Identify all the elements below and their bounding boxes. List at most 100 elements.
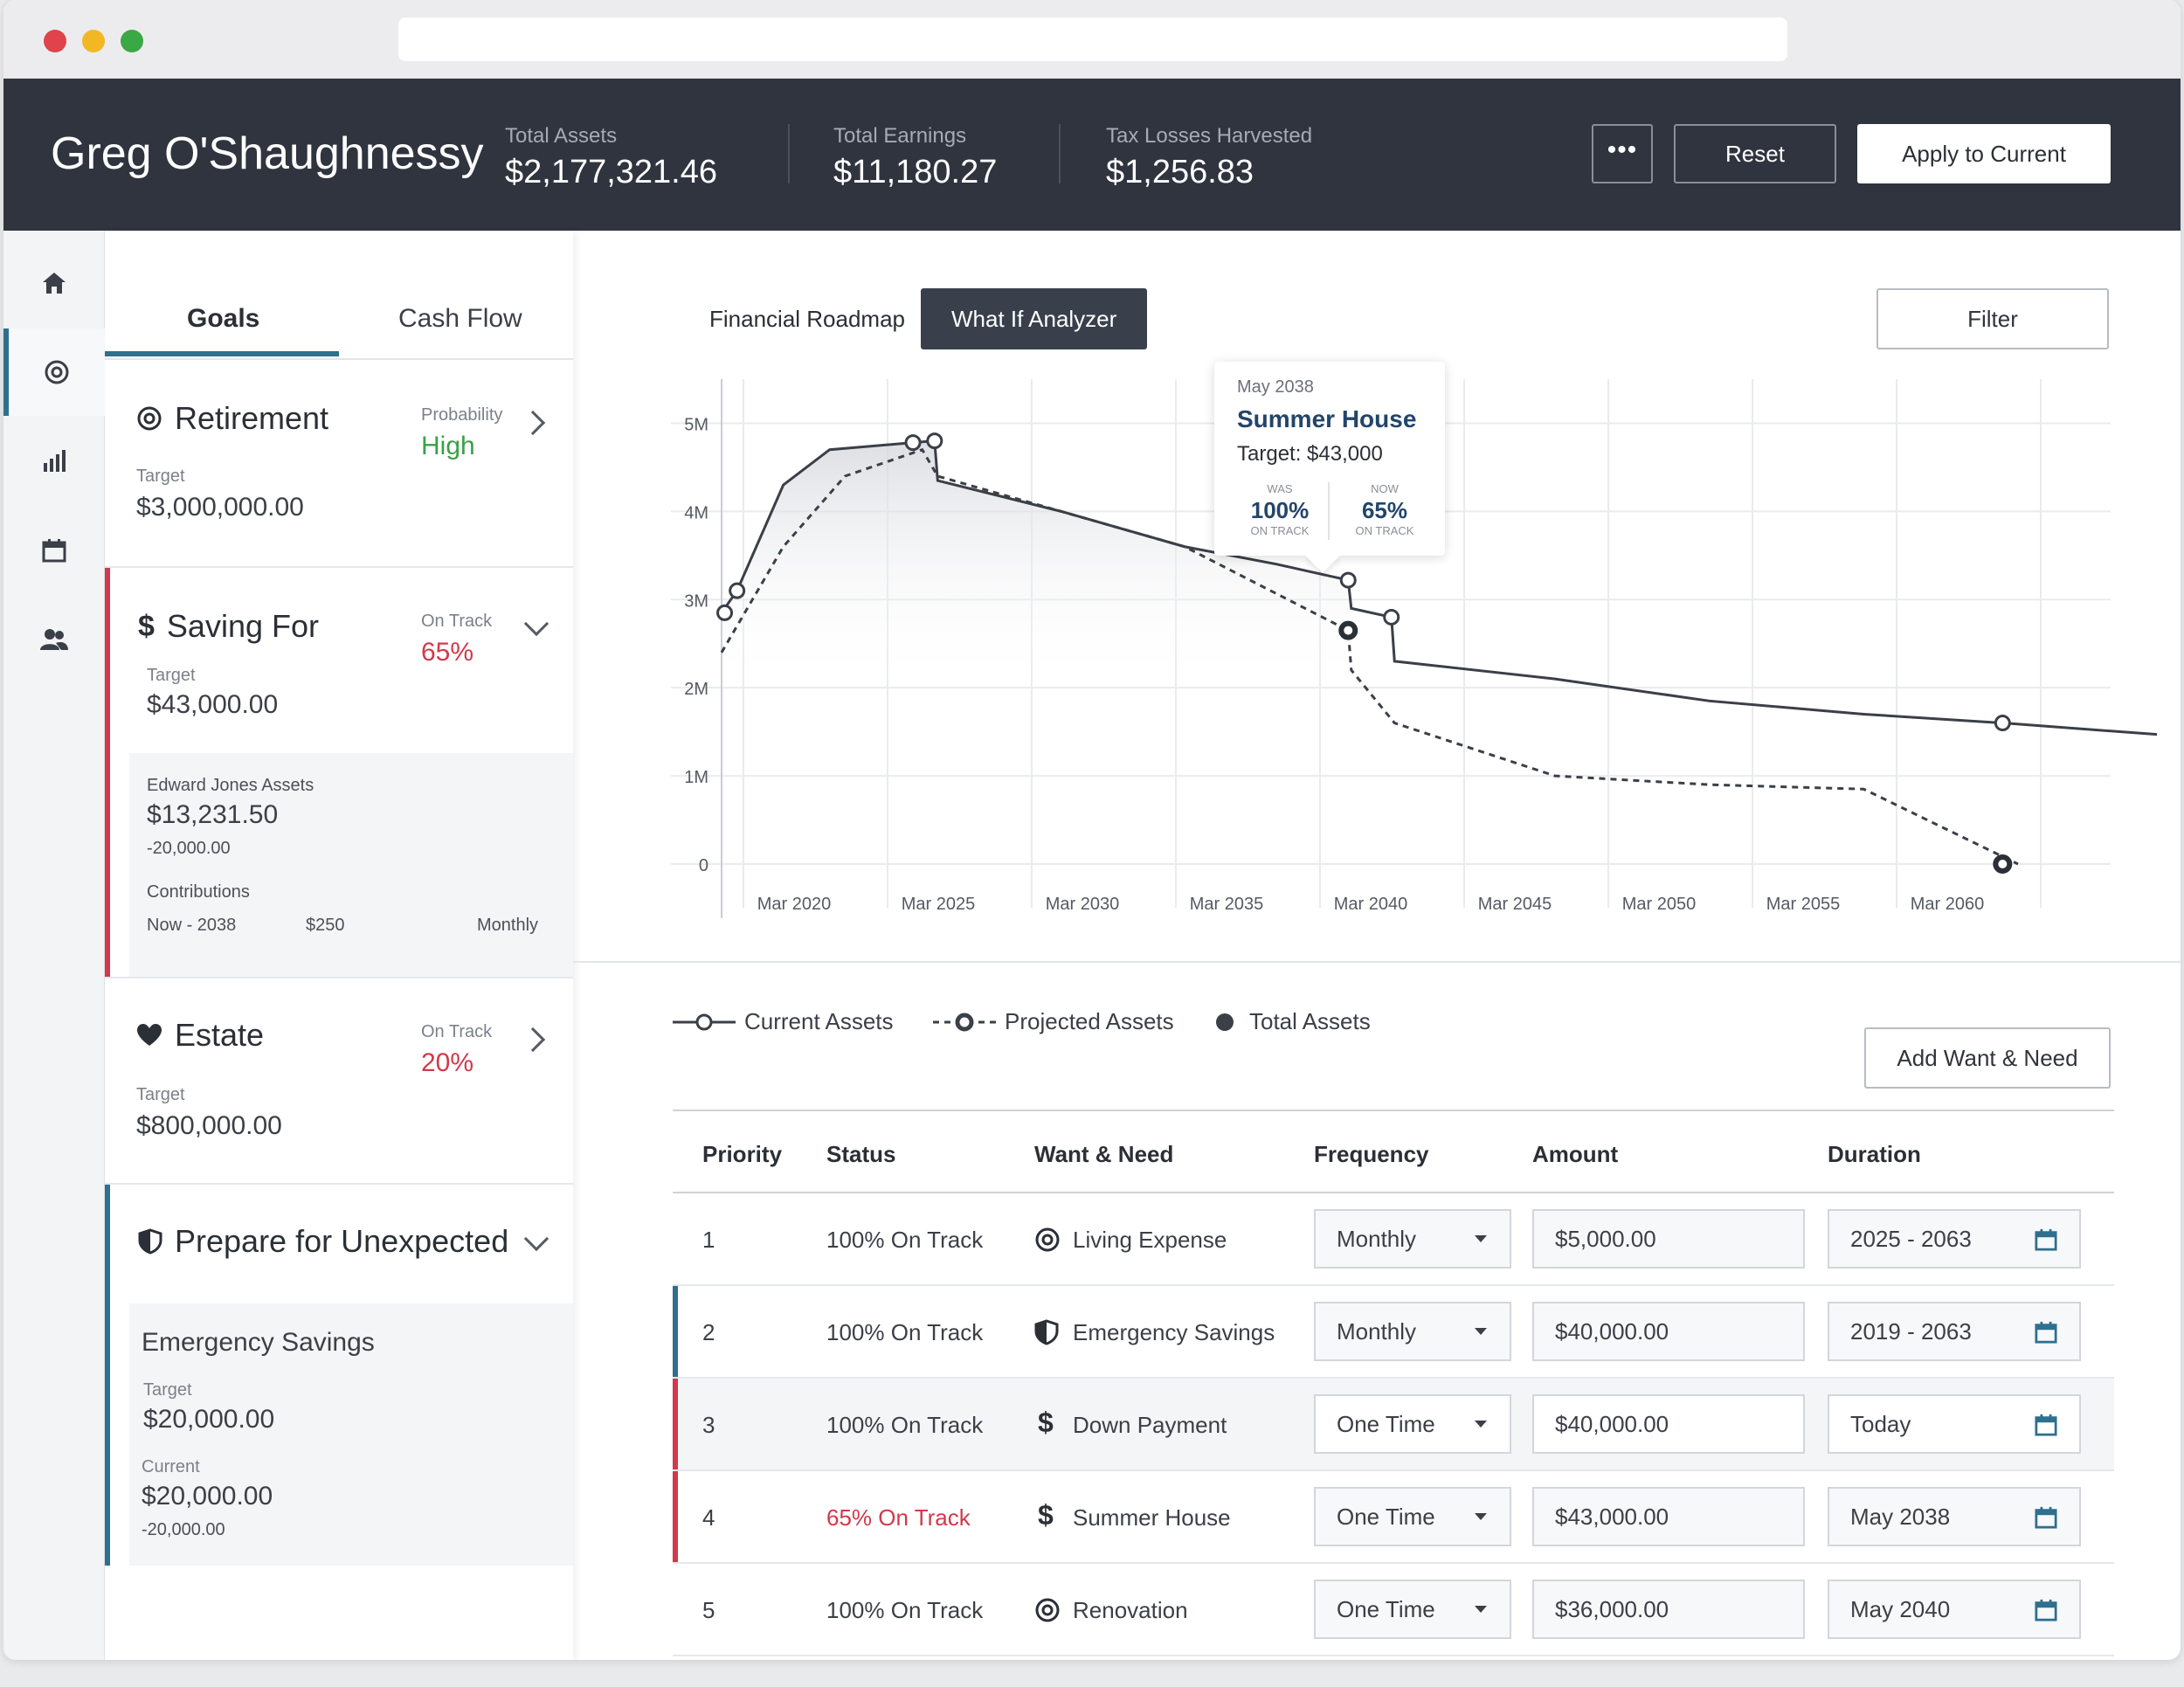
calendar-icon[interactable] — [2034, 1414, 2058, 1436]
column-header: Status — [826, 1141, 896, 1167]
top-bar: Greg O'Shaughnessy Total Assets $2,177,3… — [3, 79, 2181, 231]
x-tick-label: Mar 2020 — [757, 895, 832, 914]
more-options-button[interactable]: ••• — [1592, 124, 1653, 183]
data-point-marker — [1994, 715, 2011, 732]
alert-bar — [673, 1379, 678, 1469]
apply-to-current-button[interactable]: Apply to Current — [1857, 124, 2111, 183]
amount-input[interactable]: $36,000.00 — [1532, 1580, 1805, 1639]
goal-detail: Edward Jones Assets $13,231.50 -20,000.0… — [129, 753, 573, 977]
calendar-icon[interactable] — [2034, 1228, 2058, 1251]
legend-label: Current Assets — [744, 1008, 894, 1034]
priority-cell: 2 — [702, 1319, 715, 1345]
target-value: $43,000.00 — [147, 690, 279, 719]
users-icon — [40, 629, 68, 650]
close-dot[interactable] — [44, 30, 66, 52]
goal-card-saving-for[interactable]: $ Saving For On Track 65% Target $43,000… — [105, 568, 573, 978]
status-cell: 100% On Track — [826, 1597, 984, 1623]
active-tab-indicator — [105, 351, 339, 356]
shield-icon — [138, 1228, 162, 1255]
chevron-down-icon[interactable] — [523, 611, 549, 637]
current-value: $20,000.00 — [142, 1482, 273, 1511]
frequency-select[interactable]: One Time — [1314, 1487, 1511, 1546]
current-assets-line — [720, 439, 2158, 736]
target-label: Target — [147, 666, 196, 685]
add-want-need-button[interactable]: Add Want & Need — [1864, 1027, 2111, 1089]
amount-input[interactable]: $40,000.00 — [1532, 1394, 1805, 1454]
browser-chrome — [3, 0, 2181, 79]
tab-cash-flow[interactable]: Cash Flow — [398, 304, 522, 333]
data-point-marker — [926, 432, 943, 450]
address-bar[interactable] — [398, 17, 1787, 61]
legend-current-assets: Current Assets — [673, 1008, 894, 1035]
goal-card-prepare-for-unexpected[interactable]: Prepare for Unexpected Emergency Savings… — [105, 1185, 573, 1566]
assets-value: $13,231.50 — [147, 800, 279, 829]
table-row[interactable]: 4 65% On Track $ Summer House One Time $… — [673, 1471, 2114, 1564]
nav-calendar[interactable] — [3, 507, 105, 594]
calendar-icon[interactable] — [2034, 1506, 2058, 1529]
target-value: $20,000.00 — [143, 1405, 275, 1434]
status-label: On Track — [421, 612, 493, 631]
status-value: High — [421, 432, 475, 460]
reset-button[interactable]: Reset — [1674, 124, 1836, 183]
duration-picker[interactable]: 2019 - 2063 — [1828, 1302, 2081, 1361]
tab-what-if-analyzer[interactable]: What If Analyzer — [921, 288, 1148, 349]
calendar-icon[interactable] — [2034, 1599, 2058, 1621]
shield-icon — [1034, 1319, 1059, 1345]
frequency-select[interactable]: One Time — [1314, 1580, 1511, 1639]
status-label: On Track — [421, 1022, 493, 1041]
section-divider — [573, 961, 2181, 963]
amount-input[interactable]: $40,000.00 — [1532, 1302, 1805, 1361]
panel-tabs: Goals Cash Flow — [105, 231, 573, 360]
table-row[interactable]: 1 100% On Track Living Expense Monthly $… — [673, 1193, 2114, 1286]
goal-title-text: Prepare for Unexpected — [175, 1223, 509, 1259]
table-row[interactable]: 3 100% On Track $ Down Payment One Time … — [673, 1379, 2114, 1471]
duration-picker[interactable]: May 2040 — [1828, 1580, 2081, 1639]
nav-goals[interactable] — [3, 328, 105, 416]
filled-dot-icon — [1216, 1013, 1234, 1031]
priority-cell: 3 — [702, 1412, 715, 1438]
tab-goals[interactable]: Goals — [187, 304, 260, 333]
chevron-right-icon[interactable] — [520, 1027, 546, 1053]
tab-financial-roadmap[interactable]: Financial Roadmap — [709, 306, 906, 332]
nav-home[interactable] — [3, 239, 105, 327]
maximize-dot[interactable] — [121, 30, 143, 52]
want-need-cell: Living Expense — [1073, 1227, 1227, 1253]
status-value: 65% — [421, 638, 474, 667]
filter-button[interactable]: Filter — [1876, 288, 2109, 349]
chevron-down-icon[interactable] — [523, 1226, 549, 1252]
amount-input[interactable]: $5,000.00 — [1532, 1209, 1805, 1269]
assets-chart: 0 1M 2M 3M 4M 5M Mar 2020 Mar 2025 Mar 2030 Mar 2… — [573, 362, 2181, 964]
duration-picker[interactable]: 2025 - 2063 — [1828, 1209, 2081, 1269]
want-need-cell: Down Payment — [1073, 1412, 1227, 1438]
data-point-marker — [904, 434, 922, 452]
legend-label: Total Assets — [1249, 1008, 1371, 1034]
table-row[interactable]: 5 100% On Track Renovation One Time $36,… — [673, 1564, 2114, 1656]
column-header: Duration — [1828, 1141, 1921, 1167]
projected-point-marker — [1993, 854, 2013, 874]
y-tick-label: 0 — [699, 856, 708, 875]
nav-analytics[interactable] — [3, 418, 105, 505]
frequency-select[interactable]: One Time — [1314, 1394, 1511, 1454]
minimize-dot[interactable] — [82, 30, 105, 52]
nav-clients[interactable] — [3, 596, 105, 683]
table-row[interactable]: 2 100% On Track Emergency Savings Monthl… — [673, 1286, 2114, 1379]
tooltip-was: WAS 100% ON TRACK — [1241, 482, 1319, 537]
target-icon — [1035, 1598, 1060, 1622]
contribution-frequency: Monthly — [477, 916, 539, 935]
frequency-select[interactable]: Monthly — [1314, 1302, 1511, 1361]
data-point-marker — [1383, 608, 1400, 626]
x-tick-label: Mar 2055 — [1766, 895, 1841, 914]
x-tick-label: Mar 2045 — [1478, 895, 1552, 914]
stat-label: Total Assets — [505, 124, 618, 148]
frequency-select[interactable]: Monthly — [1314, 1209, 1511, 1269]
chevron-right-icon[interactable] — [520, 410, 546, 436]
calendar-icon — [42, 539, 66, 563]
goal-card-retirement[interactable]: Retirement Probability High Target $3,00… — [105, 362, 573, 568]
amount-input[interactable]: $43,000.00 — [1532, 1487, 1805, 1546]
goal-card-estate[interactable]: Estate On Track 20% Target $800,000.00 — [105, 978, 573, 1185]
tooltip-now: NOW 65% ON TRACK — [1345, 482, 1424, 537]
calendar-icon[interactable] — [2034, 1321, 2058, 1344]
contributions-label: Contributions — [147, 882, 250, 902]
duration-picker[interactable]: Today — [1828, 1394, 2081, 1454]
duration-picker[interactable]: May 2038 — [1828, 1487, 2081, 1546]
